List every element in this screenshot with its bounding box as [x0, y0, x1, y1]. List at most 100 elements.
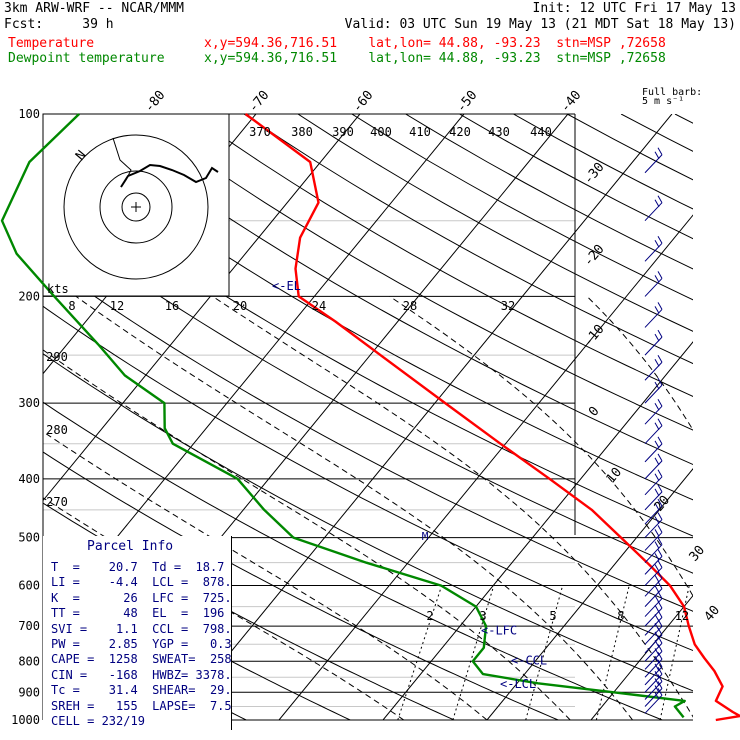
wind-barb-feather	[654, 663, 660, 672]
wind-barb	[644, 571, 663, 597]
wind-barb-feather	[657, 659, 663, 668]
wind-barb-staff	[644, 567, 663, 586]
wind-barb-feather	[657, 688, 663, 696]
mixing-ratio-label: 12	[675, 609, 689, 623]
wind-barb	[644, 418, 663, 445]
theta-label: 270	[46, 495, 68, 509]
wind-barb-staff	[644, 361, 663, 381]
parcel-info-row: CIN = -168 HWBZ= 3378.	[51, 667, 232, 682]
isotherm-label: 40	[702, 603, 724, 625]
m-marker: M	[422, 530, 429, 543]
wind-barb-staff	[644, 544, 663, 564]
parcel-info-row: CELL = 232/19	[51, 714, 145, 729]
dewpoint-profile	[0, 113, 686, 719]
wind-barb	[644, 398, 663, 425]
lfc-marker: <-LFC	[481, 623, 517, 637]
wind-barb-feather	[654, 692, 660, 700]
wind-barb	[644, 453, 663, 480]
hodograph-ring-label: 8	[68, 299, 75, 313]
wind-barb-staff	[644, 519, 663, 538]
pressure-tick-label: 900	[18, 685, 40, 699]
wind-barb-staff	[644, 460, 663, 480]
wind-barb-legend-title: Full barb:	[642, 87, 702, 98]
wind-barb	[644, 377, 663, 404]
wind-barb-feather	[654, 488, 660, 497]
hodograph-ring	[63, 134, 209, 280]
wind-barb-staff	[644, 673, 663, 693]
wind-barb	[644, 469, 663, 496]
wind-barb-feather	[654, 685, 660, 693]
wind-barb-feather	[654, 541, 660, 549]
wind-barb-feather	[654, 604, 660, 613]
wind-barb-feather	[657, 681, 663, 689]
wind-barb	[644, 525, 663, 551]
wind-barb	[644, 329, 663, 356]
wind-barb-staff	[644, 405, 663, 425]
isotherm-label: -50	[454, 88, 481, 116]
dry-adiabat	[43, 168, 693, 537]
wind-barb-feather	[657, 512, 663, 520]
wind-barb	[644, 560, 663, 586]
parcel-info-row: SREH = 155 LAPSE= 7.5	[51, 698, 232, 713]
wind-barb-feather	[657, 271, 663, 279]
wind-barb-feather	[654, 678, 660, 686]
wind-barb-feather	[657, 667, 663, 675]
dry-adiabat	[43, 401, 663, 720]
wind-barb-staff	[644, 425, 663, 445]
isotherm-label: 20	[652, 493, 674, 515]
parcel-info-row: LI = -4.4 LCL = 878.	[51, 575, 232, 590]
wind-barb-feather	[657, 674, 663, 682]
wind-barb	[644, 512, 663, 538]
isotherm	[590, 594, 693, 720]
parcel-info-rows: T = 20.7 Td = 18.7 LI = -4.4 LCL = 878. K …	[51, 560, 232, 729]
wind-barb-staff	[644, 577, 663, 597]
dewpoint-legend-info: x,y=594.36,716.51 lat,lon= 44.88, -93.23…	[204, 51, 666, 66]
wind-barb-feather	[654, 199, 660, 207]
theta-label: 280	[46, 423, 68, 437]
wind-barb-staff	[644, 154, 663, 174]
mixing-ratio-label: 2	[426, 609, 433, 623]
moist-adiabat	[43, 431, 488, 720]
wind-barb-staff	[644, 476, 663, 496]
dry-adiabat	[43, 259, 693, 612]
wind-barb-feather	[654, 381, 660, 390]
isotherm	[695, 114, 740, 720]
ccl-marker: <-CCL	[511, 654, 547, 668]
wind-barb-staff	[644, 651, 663, 670]
wind-barb-feather	[657, 453, 663, 462]
theta-label: 290	[46, 350, 68, 364]
wind-barb-staff	[644, 384, 663, 404]
pressure-tick-label: 700	[18, 619, 40, 633]
dry-adiabat	[243, 114, 693, 365]
wind-barb-feather	[654, 358, 660, 367]
mixing-ratio-label: 3	[479, 609, 486, 623]
moist-adiabat	[212, 295, 693, 718]
wind-barb	[644, 271, 663, 297]
el-marker: <-EL	[272, 279, 301, 293]
hodograph-ring	[121, 192, 151, 222]
parcel-info-title: Parcel Info	[87, 539, 174, 554]
wind-barb-feather	[654, 440, 660, 449]
hodograph-ring-label: 32	[501, 299, 515, 313]
pressure-tick-label: 1000	[11, 713, 40, 727]
wind-barb	[644, 581, 663, 607]
wind-barb	[644, 549, 663, 575]
isotherm-label: 0	[586, 404, 603, 420]
mixing-ratio-line	[595, 585, 630, 720]
parcel-info-row: CAPE = 1258 SWEAT= 258	[51, 652, 232, 667]
wind-barb	[644, 674, 663, 700]
lcl-marker: <-LCL	[500, 677, 536, 691]
isotherm	[174, 114, 673, 720]
isotherm-label: -80	[142, 88, 169, 116]
wind-barb-feather	[654, 516, 660, 524]
wind-barb-feather	[657, 195, 663, 203]
isotherm	[382, 341, 693, 720]
wind-barb	[644, 302, 663, 328]
wind-barb	[644, 636, 663, 662]
wind-barb-staff	[644, 598, 663, 617]
wind-barb-staff	[644, 443, 663, 463]
wind-barb-feather	[657, 549, 663, 557]
wind-barb-feather	[654, 457, 660, 466]
isotherm	[43, 114, 361, 502]
wind-barb-feather	[657, 236, 663, 244]
